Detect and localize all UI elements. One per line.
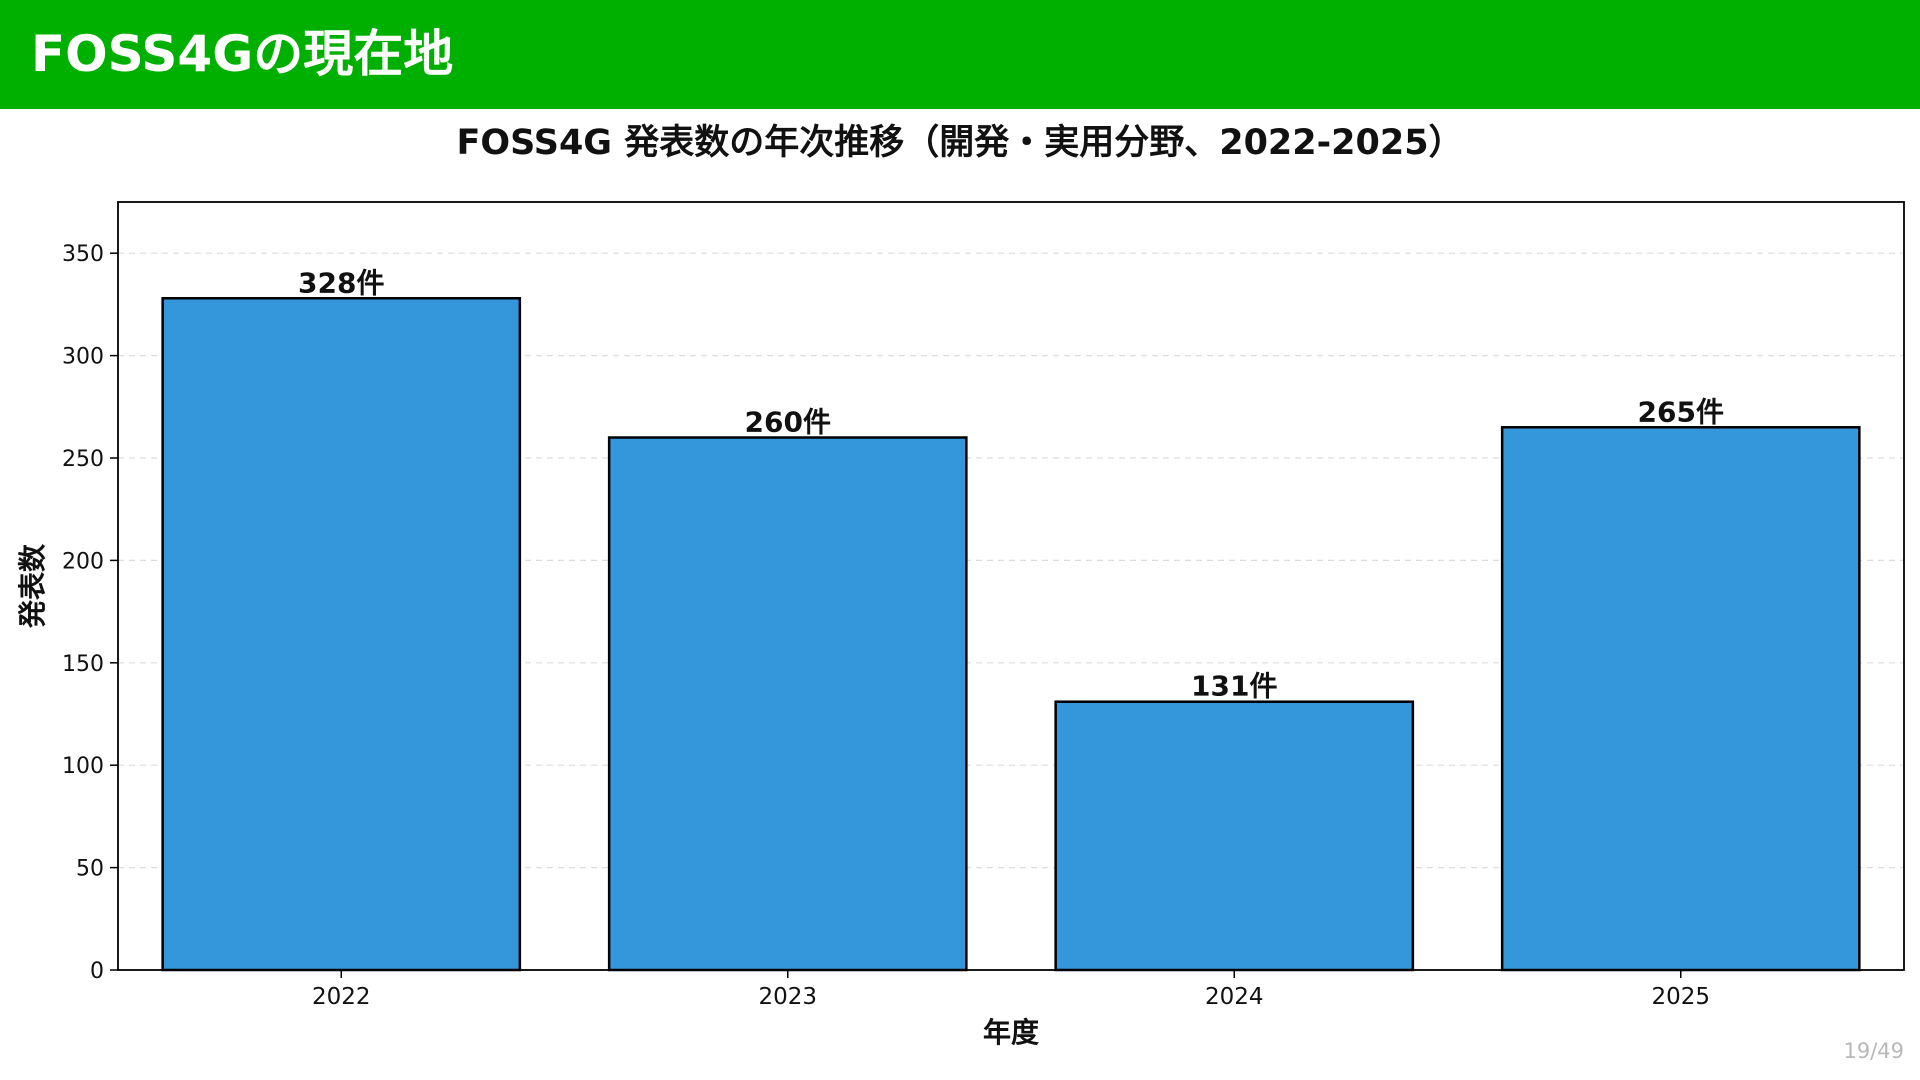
y-tick-label: 300 [62,345,104,370]
bar-2023 [607,436,968,972]
y-tick-label: 100 [62,754,104,779]
slide-title: FOSS4Gの現在地 [31,25,454,83]
y-tick-label: 50 [76,857,104,882]
x-axis-label: 年度 [983,1016,1039,1049]
slide-header-bar: FOSS4Gの現在地 [0,0,1920,109]
bar-2025 [1500,426,1861,972]
bar-2022 [161,297,522,972]
x-tick-label: 2025 [1651,984,1710,1010]
x-tick-label: 2023 [758,984,817,1010]
bar-value-label: 265件 [1638,395,1724,428]
bar-2024 [1054,700,1415,972]
y-tick-label: 350 [62,242,104,267]
page-number: 19/49 [1843,1039,1904,1063]
bar-value-label: 131件 [1191,670,1277,703]
bar-value-label: 328件 [298,266,384,299]
y-tick-label: 200 [62,549,104,574]
plot-area-frame [117,201,1905,971]
y-tick-label: 150 [62,652,104,677]
y-tick-label: 250 [62,447,104,472]
x-tick-label: 2022 [312,984,371,1010]
x-tick-label: 2024 [1205,984,1264,1010]
bar-value-label: 260件 [745,406,831,439]
y-tick-label: 0 [90,959,104,984]
chart-title: FOSS4G 発表数の年次推移（開発・実用分野、2022-2025） [456,123,1464,163]
y-axis-label: 発表数 [16,543,49,629]
